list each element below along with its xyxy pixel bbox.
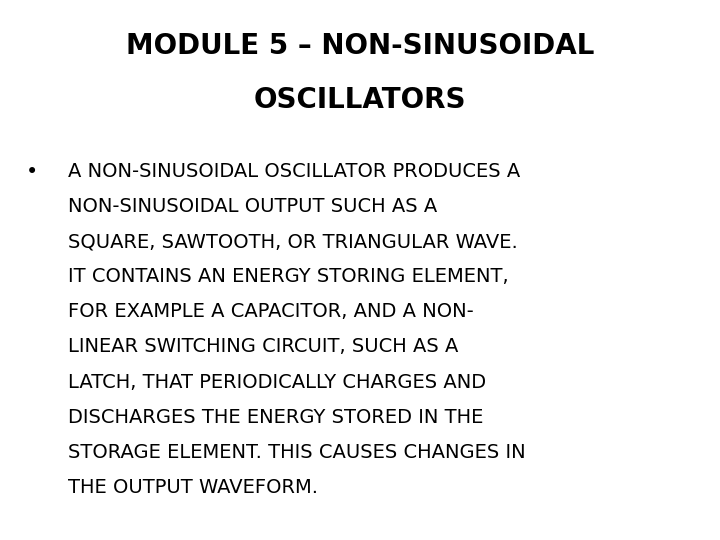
Text: LATCH, THAT PERIODICALLY CHARGES AND: LATCH, THAT PERIODICALLY CHARGES AND xyxy=(68,373,487,392)
Text: STORAGE ELEMENT. THIS CAUSES CHANGES IN: STORAGE ELEMENT. THIS CAUSES CHANGES IN xyxy=(68,443,526,462)
Text: A NON-SINUSOIDAL OSCILLATOR PRODUCES A: A NON-SINUSOIDAL OSCILLATOR PRODUCES A xyxy=(68,162,521,181)
Text: FOR EXAMPLE A CAPACITOR, AND A NON-: FOR EXAMPLE A CAPACITOR, AND A NON- xyxy=(68,302,474,321)
Text: SQUARE, SAWTOOTH, OR TRIANGULAR WAVE.: SQUARE, SAWTOOTH, OR TRIANGULAR WAVE. xyxy=(68,232,518,251)
Text: IT CONTAINS AN ENERGY STORING ELEMENT,: IT CONTAINS AN ENERGY STORING ELEMENT, xyxy=(68,267,509,286)
Text: MODULE 5 – NON-SINUSOIDAL: MODULE 5 – NON-SINUSOIDAL xyxy=(126,32,594,60)
Text: THE OUTPUT WAVEFORM.: THE OUTPUT WAVEFORM. xyxy=(68,478,318,497)
Text: •: • xyxy=(26,162,39,182)
Text: LINEAR SWITCHING CIRCUIT, SUCH AS A: LINEAR SWITCHING CIRCUIT, SUCH AS A xyxy=(68,338,459,356)
Text: OSCILLATORS: OSCILLATORS xyxy=(253,86,467,114)
Text: NON-SINUSOIDAL OUTPUT SUCH AS A: NON-SINUSOIDAL OUTPUT SUCH AS A xyxy=(68,197,438,216)
Text: DISCHARGES THE ENERGY STORED IN THE: DISCHARGES THE ENERGY STORED IN THE xyxy=(68,408,484,427)
